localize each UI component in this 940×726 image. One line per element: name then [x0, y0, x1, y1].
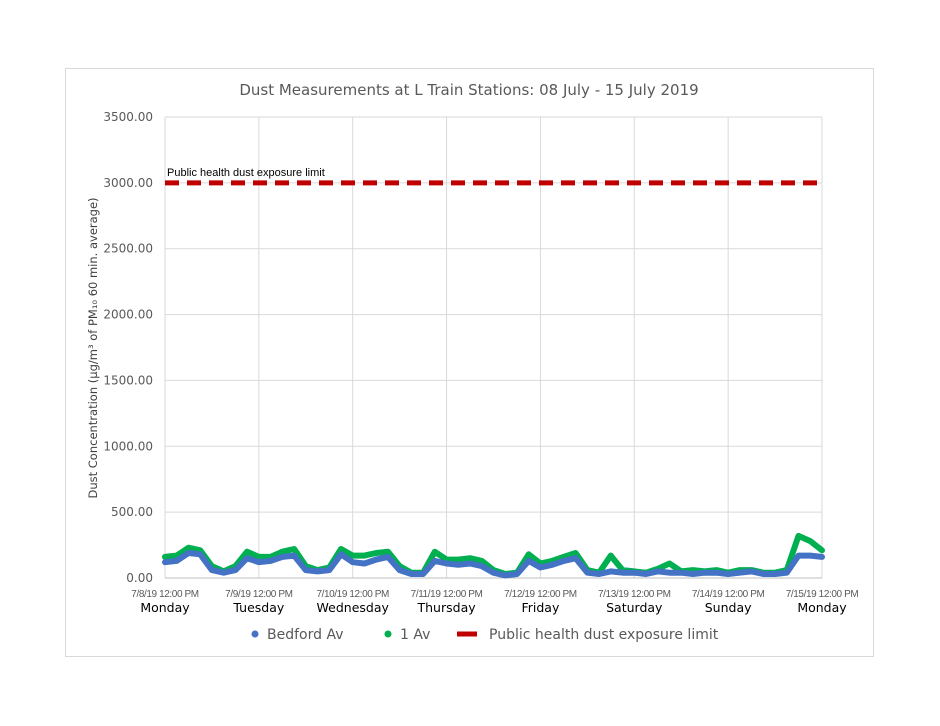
series-line-bedford-av [162, 550, 825, 579]
x-tick-label: 7/14/19 12:00 PM [692, 589, 765, 600]
x-tick-label: 7/15/19 12:00 PM [786, 589, 859, 600]
y-tick-label: 0.00 [126, 571, 153, 585]
limit-label: Public health dust exposure limit [167, 167, 325, 179]
y-tick-label: 2000.00 [103, 308, 153, 322]
x-day-label: Monday [797, 600, 847, 615]
y-axis-title: Dust Concentration (µg/m³ of PM₁₀ 60 min… [86, 197, 100, 498]
y-tick-label: 1000.00 [103, 439, 153, 453]
y-tick-label: 2500.00 [103, 242, 153, 256]
x-day-label: Monday [140, 600, 190, 615]
x-tick-label: 7/10/19 12:00 PM [316, 589, 389, 600]
x-tick-label: 7/13/19 12:00 PM [598, 589, 671, 600]
y-tick-label: 3500.00 [103, 110, 153, 124]
y-tick-label: 1500.00 [103, 373, 153, 387]
x-tick-label: 7/8/19 12:00 PM [131, 589, 198, 600]
legend-label: Bedford Av [267, 627, 344, 643]
x-tick-label: 7/12/19 12:00 PM [504, 589, 577, 600]
x-day-label: Wednesday [317, 600, 390, 615]
chart-frame [65, 68, 874, 657]
series-line-1-av [162, 532, 825, 577]
x-day-label: Saturday [606, 600, 663, 615]
legend-marker [251, 630, 259, 638]
legend-label: 1 Av [400, 627, 430, 643]
x-day-label: Friday [521, 600, 559, 615]
legend-marker [384, 630, 392, 638]
legend-label: Public health dust exposure limit [489, 627, 719, 643]
x-day-label: Tuesday [232, 600, 284, 615]
y-tick-label: 3000.00 [103, 176, 153, 190]
chart-title: Dust Measurements at L Train Stations: 0… [239, 81, 698, 99]
x-tick-label: 7/9/19 12:00 PM [225, 589, 292, 600]
x-tick-label: 7/11/19 12:00 PM [411, 589, 483, 600]
x-day-label: Thursday [417, 600, 477, 615]
y-tick-label: 500.00 [111, 505, 153, 519]
x-day-label: Sunday [705, 600, 752, 615]
